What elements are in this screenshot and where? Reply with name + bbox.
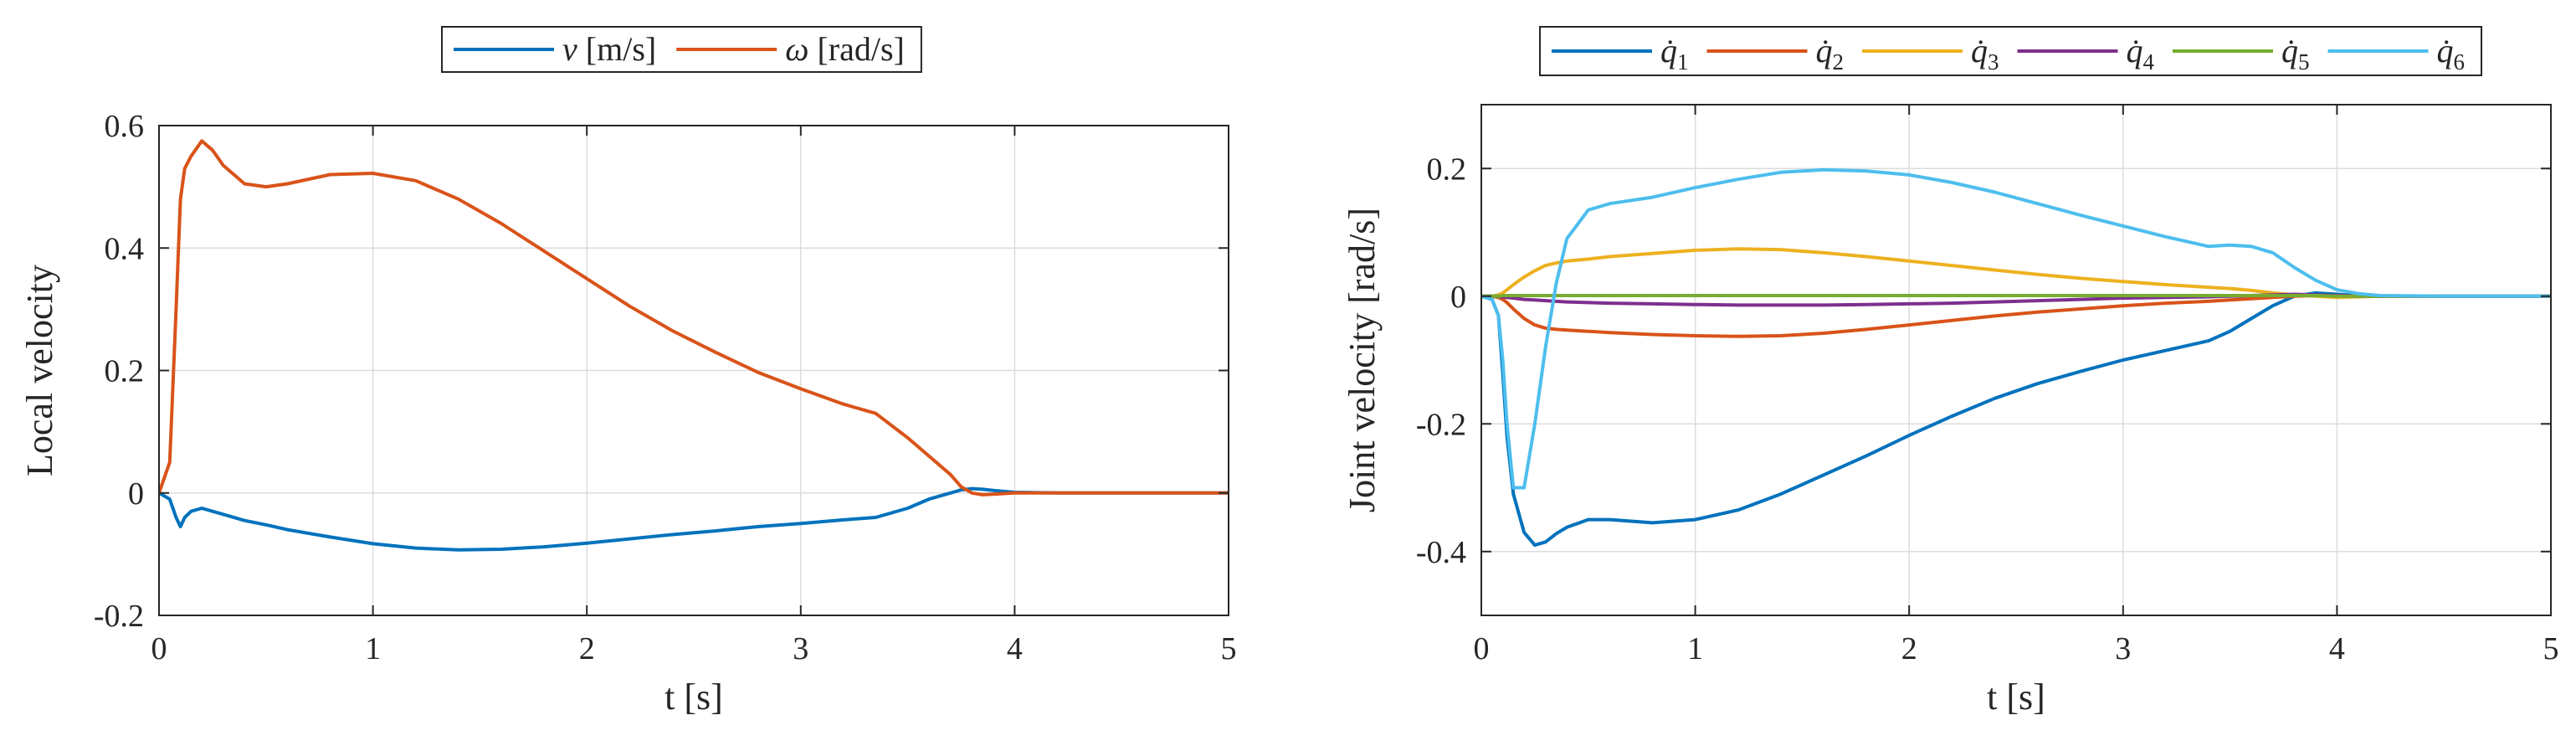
- legend-box: [1539, 26, 2482, 76]
- y-tick-label: -0.2: [94, 599, 144, 634]
- y-tick-label: -0.4: [1416, 535, 1466, 570]
- x-tick-label: 4: [1007, 631, 1023, 666]
- left-chart-local-velocity: 0 1 2 3 4 5-0.200.20.40.6t [s]Local velocityv…: [19, 26, 1237, 718]
- y-tick-label: 0: [128, 476, 144, 512]
- x-axis-label: t [s]: [665, 677, 723, 718]
- x-axis-label: t [s]: [1987, 677, 2045, 718]
- x-tick-label: 5: [2543, 631, 2559, 666]
- right-chart-joint-velocity: 0 1 2 3 4 5 -0.4 -0.2 0 0.2 t [s] Joint velocity [r…: [1342, 26, 2559, 718]
- y-axis-label: Local velocity: [19, 265, 60, 476]
- x-tick-label: 1: [1687, 631, 1703, 666]
- x-tick-label: 1: [365, 631, 381, 666]
- legend-label-q1: q̇1: [1660, 32, 1689, 75]
- legend: q̇1 q̇2 q̇3 q̇4 q̇5 q̇6: [1539, 26, 2482, 76]
- legend: v [m/s] ω [rad/s]: [441, 26, 922, 73]
- legend-label-q2: q̇2: [1816, 32, 1845, 75]
- legend-label-q3: q̇3: [1971, 32, 1999, 75]
- y-tick-label: -0.2: [1416, 407, 1466, 442]
- legend-label-q5: q̇5: [2281, 32, 2310, 75]
- legend-label-q4: q̇4: [2127, 32, 2155, 75]
- legend-label-v: v [m/s]: [562, 30, 656, 68]
- x-tick-label: 4: [2329, 631, 2345, 666]
- x-tick-label: 0: [1474, 631, 1490, 666]
- axes-frame: [1480, 104, 2552, 616]
- series-line-omega: [159, 139, 1229, 496]
- x-tick-label: 2: [579, 631, 595, 666]
- legend-label-omega: ω [rad/s]: [785, 30, 905, 68]
- series-line-v: [159, 486, 1229, 552]
- x-tick-label: 0: [151, 631, 167, 666]
- y-tick-label: 0.2: [1427, 152, 1467, 187]
- y-tick-label: 0: [1450, 280, 1466, 315]
- x-tick-label: 3: [2115, 631, 2131, 666]
- x-tick-label: 5: [1221, 631, 1237, 666]
- series-line-q6: [1481, 167, 2551, 490]
- x-tick-label: 2: [1901, 631, 1917, 666]
- y-axis-label: Joint velocity [rad/s]: [1342, 208, 1383, 512]
- legend-label-q6: q̇6: [2437, 32, 2466, 75]
- x-tick-label: 3: [793, 631, 808, 666]
- y-tick-label: 0.6: [105, 109, 145, 144]
- y-tick-label: 0.2: [105, 354, 145, 389]
- plot-area: [1481, 105, 2551, 615]
- y-tick-label: 0.4: [105, 231, 145, 266]
